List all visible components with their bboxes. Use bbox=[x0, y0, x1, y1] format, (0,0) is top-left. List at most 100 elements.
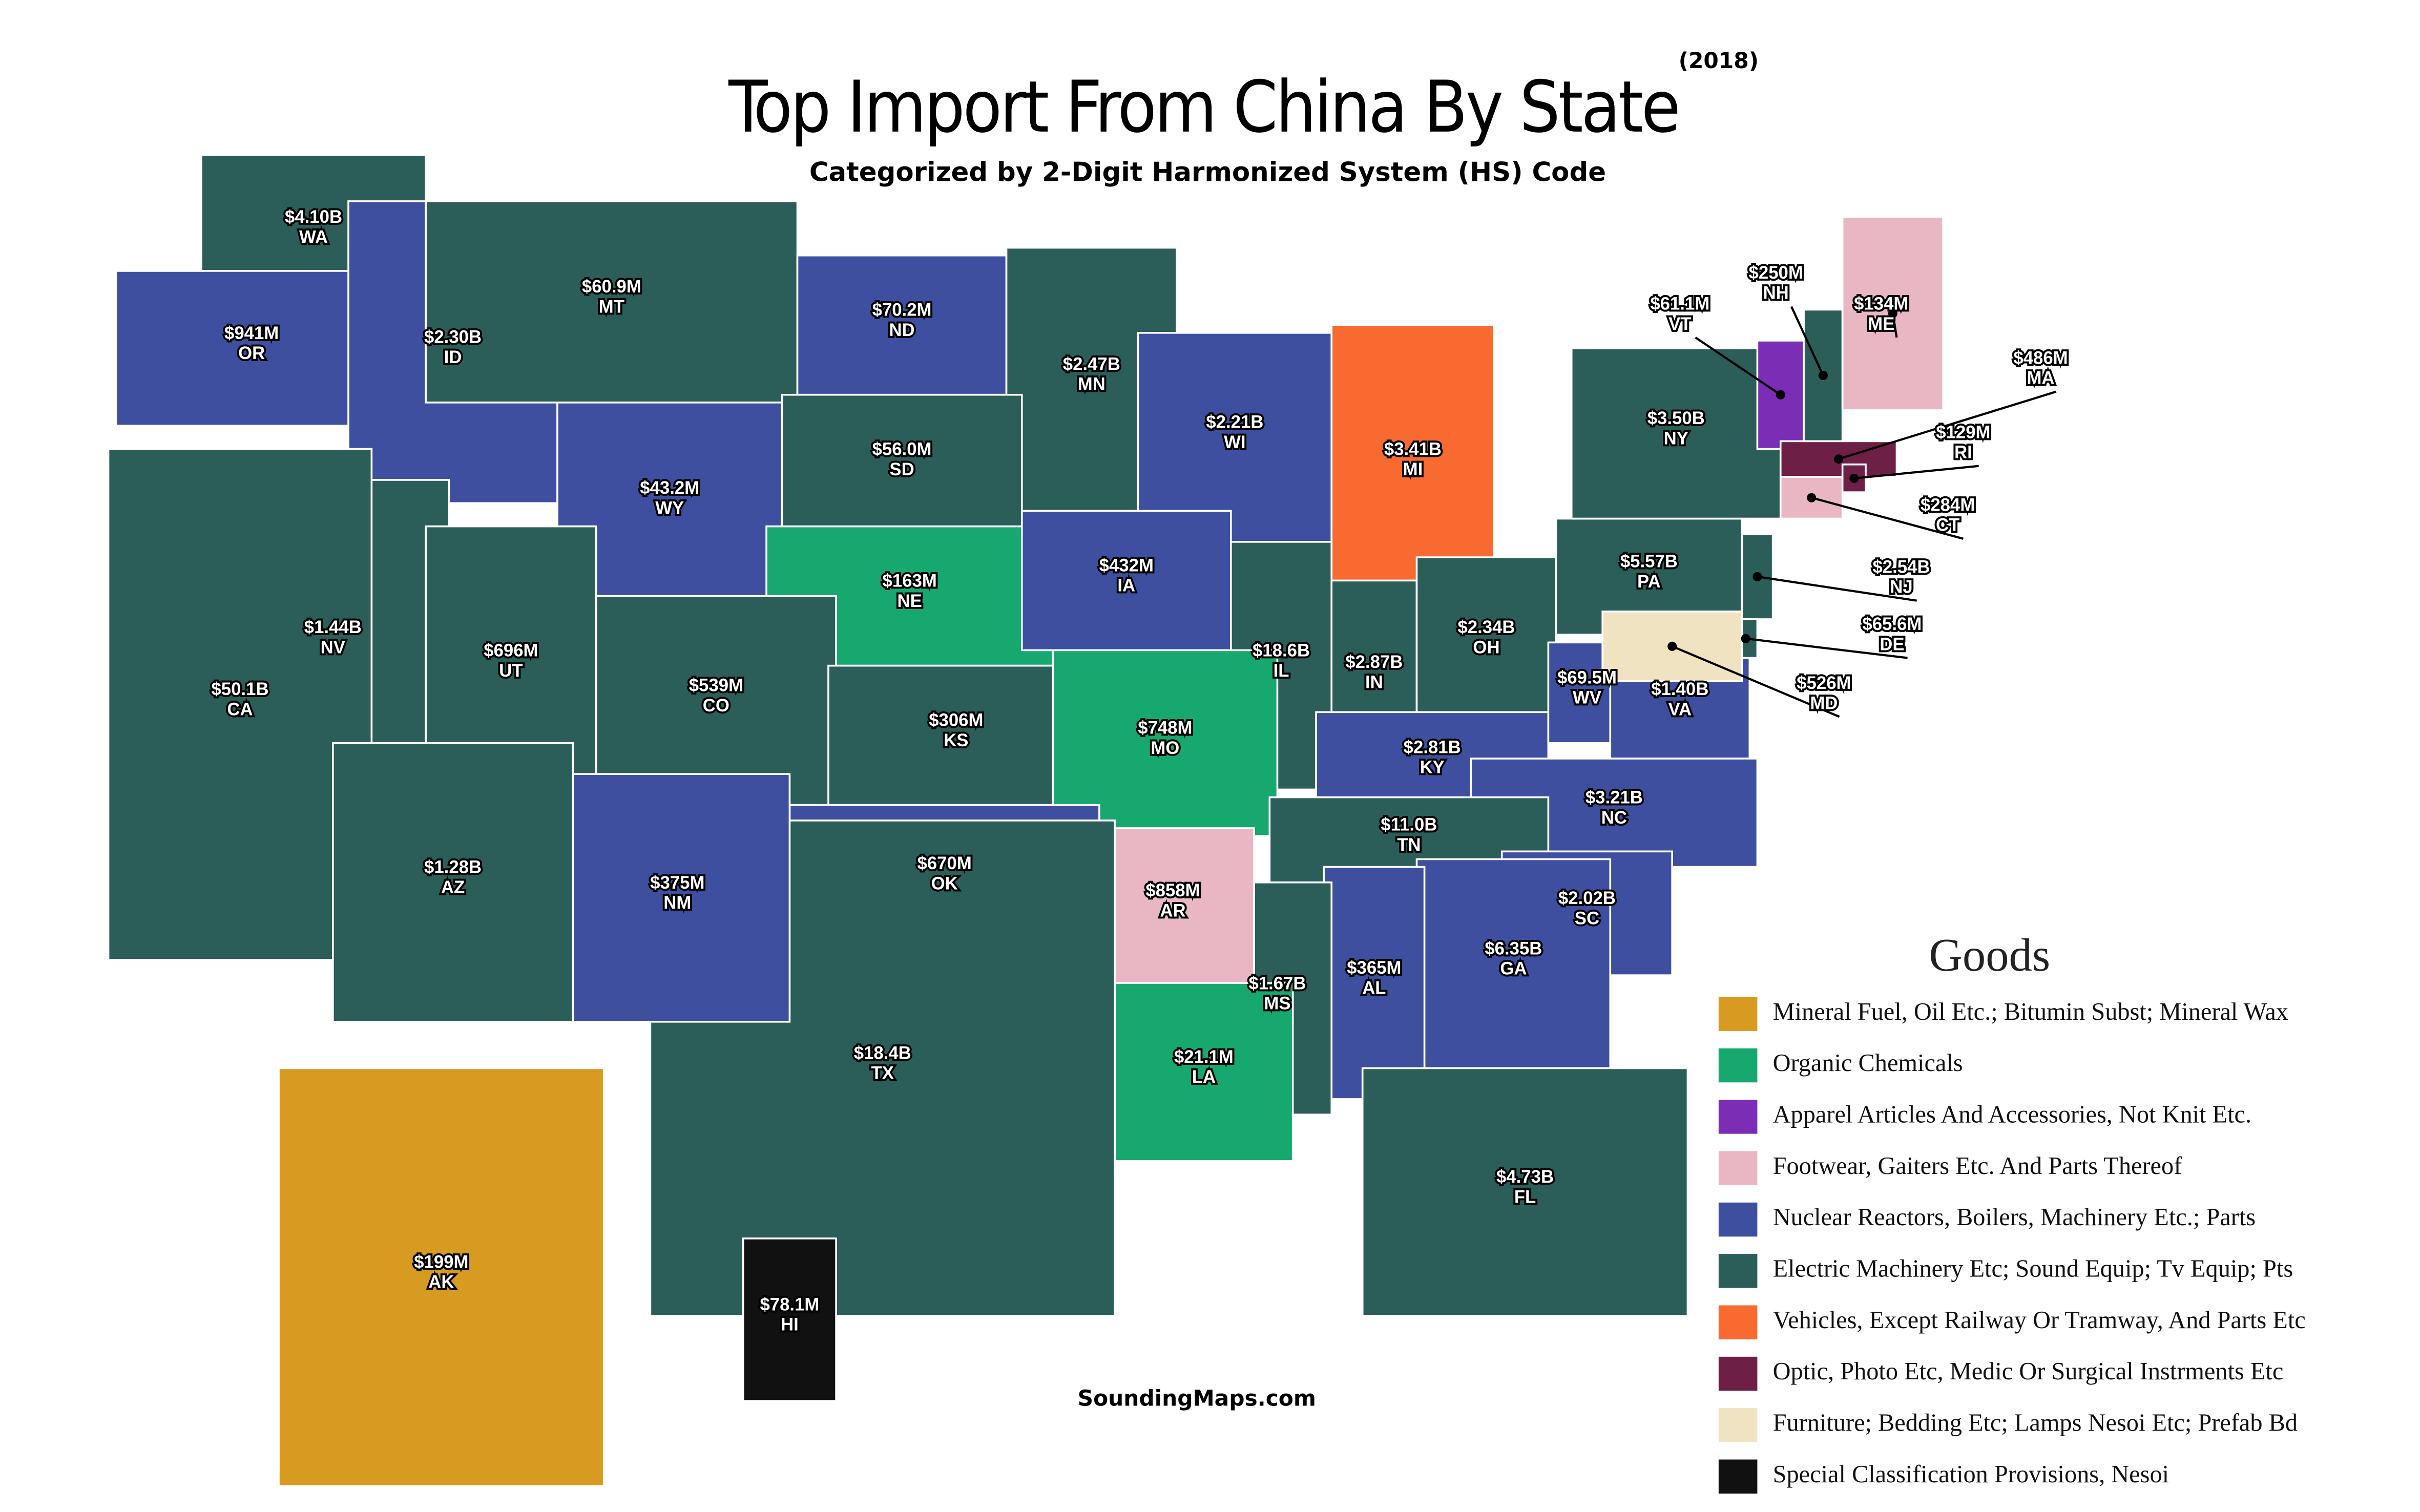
state-value: $250M bbox=[1749, 263, 1803, 283]
legend-swatch bbox=[1718, 1254, 1758, 1288]
states bbox=[107, 154, 1944, 1487]
state-abbr: NH bbox=[1763, 283, 1789, 303]
state-value: $134M bbox=[1854, 294, 1908, 313]
state-abbr: AZ bbox=[441, 878, 465, 897]
state-value: $486M bbox=[2013, 348, 2068, 368]
callout-dot bbox=[1834, 454, 1844, 464]
state-abbr: NV bbox=[321, 638, 345, 657]
state-value: $4.10B bbox=[285, 207, 342, 227]
state-abbr: VT bbox=[1668, 314, 1691, 334]
state-abbr: NJ bbox=[1890, 578, 1912, 597]
state-shape bbox=[796, 254, 1008, 396]
state-abbr: IN bbox=[1365, 673, 1383, 692]
state-abbr: FL bbox=[1514, 1187, 1536, 1207]
legend-title: Goods bbox=[1929, 929, 2050, 981]
state-value: $70.2M bbox=[872, 301, 932, 320]
year: (2018) bbox=[1679, 48, 1759, 73]
state-abbr: MS bbox=[1264, 994, 1290, 1014]
state-abbr: NY bbox=[1664, 429, 1688, 448]
state-value: $6.35B bbox=[1485, 939, 1542, 958]
state-value: $670M bbox=[917, 854, 972, 873]
state-value: $858M bbox=[1145, 881, 1200, 900]
state-value: $941M bbox=[224, 324, 279, 343]
state-shape bbox=[278, 1067, 605, 1487]
state-abbr: CA bbox=[227, 700, 253, 719]
state-value: $2.34B bbox=[1457, 618, 1515, 637]
state-value: $365M bbox=[1347, 958, 1401, 978]
callout-line bbox=[1838, 390, 2057, 460]
callout-dot bbox=[1888, 308, 1897, 319]
callout-dot bbox=[1741, 634, 1750, 643]
state-abbr: LA bbox=[1192, 1067, 1216, 1087]
state-value: $306M bbox=[929, 711, 983, 730]
state-abbr: ME bbox=[1868, 314, 1894, 334]
state-shape bbox=[742, 1237, 837, 1402]
state-shape bbox=[564, 773, 791, 1023]
state-shape bbox=[107, 448, 373, 961]
state-value: $11.0B bbox=[1381, 815, 1437, 835]
state-abbr: UT bbox=[499, 661, 523, 681]
state-value: $56.0M bbox=[872, 440, 932, 459]
callout-dot bbox=[1818, 370, 1828, 381]
state-abbr: VA bbox=[1668, 700, 1692, 719]
legend-label: Nuclear Reactors, Boilers, Machinery Etc… bbox=[1773, 1204, 2256, 1231]
callout-dot bbox=[1849, 473, 1859, 484]
legend: Mineral Fuel, Oil Etc.; Bitumin Subst; M… bbox=[1718, 997, 2306, 1494]
callout-dot bbox=[1776, 390, 1785, 400]
state-abbr: OR bbox=[238, 344, 265, 363]
callout-line bbox=[1757, 575, 1917, 602]
state-abbr: WA bbox=[299, 228, 328, 247]
state-value: $2.47B bbox=[1063, 354, 1120, 374]
state-shape bbox=[595, 595, 837, 806]
legend-label: Electric Machinery Etc; Sound Equip; Tv … bbox=[1773, 1255, 2293, 1282]
state-value: $43.2M bbox=[640, 478, 699, 498]
state-value: $129M bbox=[1936, 423, 1990, 442]
state-value: $1.44B bbox=[304, 618, 362, 637]
state-value: $526M bbox=[1797, 674, 1851, 693]
state-abbr: IA bbox=[1117, 576, 1135, 596]
state-abbr: MT bbox=[599, 298, 624, 317]
legend-label: Footwear, Gaiters Etc. And Parts Thereof bbox=[1773, 1152, 2183, 1180]
state-abbr: CO bbox=[703, 696, 729, 716]
state-abbr: KY bbox=[1420, 758, 1445, 778]
state-value: $199M bbox=[414, 1252, 468, 1272]
state-abbr: MN bbox=[1078, 375, 1105, 394]
state-abbr: NC bbox=[1601, 808, 1627, 828]
state-abbr: AL bbox=[1362, 978, 1386, 998]
state-shape bbox=[1090, 827, 1255, 984]
legend-swatch bbox=[1718, 997, 1758, 1031]
state-shape bbox=[425, 200, 799, 404]
state-abbr: PA bbox=[1637, 572, 1661, 592]
callout-dot bbox=[1667, 641, 1677, 651]
state-abbr: WV bbox=[1573, 688, 1601, 708]
state-value: $2.21B bbox=[1206, 413, 1263, 432]
callout-line bbox=[1854, 465, 1979, 480]
legend-swatch bbox=[1718, 1202, 1758, 1237]
state-shape bbox=[1415, 858, 1612, 1069]
state-value: $3.50B bbox=[1647, 409, 1705, 428]
state-value: $60.9M bbox=[582, 277, 641, 297]
state-value: $18.6B bbox=[1253, 641, 1310, 661]
state-abbr: DE bbox=[1880, 635, 1904, 654]
legend-swatch bbox=[1718, 1048, 1758, 1083]
callout-line bbox=[1745, 637, 1908, 659]
state-value: $375M bbox=[650, 873, 704, 893]
state-abbr: IL bbox=[1274, 661, 1289, 681]
state-abbr: MD bbox=[1810, 694, 1838, 713]
state-value: $163M bbox=[883, 572, 937, 591]
state-value: $1.40B bbox=[1651, 680, 1708, 699]
title: Top Import From China By State bbox=[728, 66, 1681, 149]
callout-dot bbox=[1753, 572, 1762, 581]
subtitle: Categorized by 2-Digit Harmonized System… bbox=[809, 157, 1606, 188]
callouts bbox=[1667, 306, 2057, 718]
legend-label: Vehicles, Except Railway Or Tramway, And… bbox=[1773, 1307, 2306, 1334]
state-abbr: TX bbox=[871, 1064, 894, 1083]
state-abbr: NE bbox=[898, 592, 922, 611]
state-shape bbox=[1570, 347, 1782, 520]
state-abbr: RI bbox=[1954, 443, 1972, 463]
state-value: $5.57B bbox=[1620, 552, 1678, 572]
legend-swatch bbox=[1718, 1408, 1758, 1442]
callout-line bbox=[1672, 645, 1840, 718]
state-abbr: HI bbox=[781, 1315, 799, 1335]
state-value: $748M bbox=[1138, 719, 1192, 738]
